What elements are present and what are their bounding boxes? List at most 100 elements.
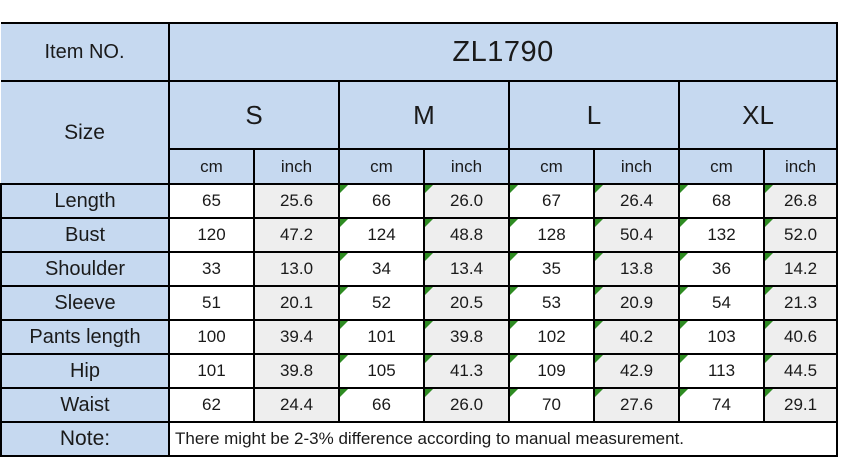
measurement-cell: 33 bbox=[168, 251, 255, 287]
size-header-xl: XL bbox=[677, 80, 839, 150]
green-corner-flag-icon bbox=[596, 390, 603, 397]
green-corner-flag-icon bbox=[766, 254, 773, 261]
green-corner-flag-icon bbox=[766, 356, 773, 363]
green-corner-flag-icon bbox=[426, 288, 433, 295]
green-corner-flag-icon bbox=[596, 288, 603, 295]
measurement-cell: 74 bbox=[678, 387, 765, 423]
size-label: Size bbox=[1, 80, 170, 185]
units-header-row: cm inch cm inch cm inch cm inch bbox=[1, 148, 839, 185]
measurement-row-label: Sleeve bbox=[0, 285, 170, 321]
measurement-cell: 20.5 bbox=[423, 285, 510, 321]
green-corner-flag-icon bbox=[426, 186, 433, 193]
green-corner-flag-icon bbox=[596, 356, 603, 363]
green-corner-flag-icon bbox=[681, 322, 688, 329]
measurement-row-label: Length bbox=[0, 183, 170, 219]
item-no-value: ZL1790 bbox=[167, 22, 839, 82]
unit-header-cm: cm bbox=[508, 148, 595, 185]
measurement-cell: 109 bbox=[508, 353, 595, 389]
green-corner-flag-icon bbox=[341, 254, 348, 261]
green-corner-flag-icon bbox=[511, 186, 518, 193]
measurement-cell: 14.2 bbox=[762, 251, 839, 287]
measurement-cell: 26.8 bbox=[762, 183, 839, 219]
unit-header-inch: inch bbox=[253, 148, 340, 185]
measurement-row: Bust 120 47.2 124 48.8 128 50.4 132 52.0 bbox=[0, 217, 839, 253]
measurement-cell: 34 bbox=[338, 251, 425, 287]
green-corner-flag-icon bbox=[681, 288, 688, 295]
measurement-cell: 54 bbox=[678, 285, 765, 321]
measurement-row: Shoulder 33 13.0 34 13.4 35 13.8 36 14.2 bbox=[0, 251, 839, 287]
measurement-cell: 26.0 bbox=[423, 387, 510, 423]
measurement-cell: 128 bbox=[508, 217, 595, 253]
measurement-cell: 50.4 bbox=[593, 217, 680, 253]
green-corner-flag-icon bbox=[681, 186, 688, 193]
green-corner-flag-icon bbox=[511, 356, 518, 363]
green-corner-flag-icon bbox=[681, 356, 688, 363]
measurement-cell: 24.4 bbox=[253, 387, 340, 423]
green-corner-flag-icon bbox=[511, 322, 518, 329]
measurement-cell: 35 bbox=[508, 251, 595, 287]
measurement-cell: 68 bbox=[678, 183, 765, 219]
green-corner-flag-icon bbox=[426, 356, 433, 363]
measurement-cell: 39.4 bbox=[253, 319, 340, 355]
green-corner-flag-icon bbox=[341, 288, 348, 295]
measurement-cell: 27.6 bbox=[593, 387, 680, 423]
measurement-cell: 66 bbox=[338, 387, 425, 423]
green-corner-flag-icon bbox=[511, 254, 518, 261]
measurement-cell: 40.2 bbox=[593, 319, 680, 355]
measurement-cell: 65 bbox=[168, 183, 255, 219]
size-header-s: S bbox=[168, 80, 340, 150]
unit-header-cm: cm bbox=[168, 148, 255, 185]
green-corner-flag-icon bbox=[766, 390, 773, 397]
measurement-cell: 44.5 bbox=[762, 353, 839, 389]
unit-header-cm: cm bbox=[678, 148, 765, 185]
measurement-cell: 13.0 bbox=[253, 251, 340, 287]
green-corner-flag-icon bbox=[681, 254, 688, 261]
measurement-cell: 20.9 bbox=[593, 285, 680, 321]
green-corner-flag-icon bbox=[596, 186, 603, 193]
unit-header-inch: inch bbox=[593, 148, 680, 185]
size-header-row: Size S M L XL bbox=[1, 80, 839, 185]
green-corner-flag-icon bbox=[596, 254, 603, 261]
green-corner-flag-icon bbox=[341, 356, 348, 363]
item-no-label: Item NO. bbox=[1, 22, 170, 82]
green-corner-flag-icon bbox=[341, 390, 348, 397]
measurement-cell: 103 bbox=[678, 319, 765, 355]
green-corner-flag-icon bbox=[511, 390, 518, 397]
measurement-cell: 26.0 bbox=[423, 183, 510, 219]
measurement-cell: 120 bbox=[168, 217, 255, 253]
measurement-cell: 13.8 bbox=[593, 251, 680, 287]
measurement-cell: 100 bbox=[168, 319, 255, 355]
note-label: Note: bbox=[0, 421, 170, 457]
green-corner-flag-icon bbox=[766, 220, 773, 227]
measurement-cell: 51 bbox=[168, 285, 255, 321]
measurement-cell: 52.0 bbox=[762, 217, 839, 253]
measurement-row-label: Shoulder bbox=[0, 251, 170, 287]
green-corner-flag-icon bbox=[766, 288, 773, 295]
green-corner-flag-icon bbox=[511, 220, 518, 227]
measurement-row: Length 65 25.6 66 26.0 67 26.4 68 26.8 bbox=[0, 183, 839, 219]
green-corner-flag-icon bbox=[426, 390, 433, 397]
measurement-cell: 26.4 bbox=[593, 183, 680, 219]
measurement-cell: 25.6 bbox=[253, 183, 340, 219]
green-corner-flag-icon bbox=[766, 322, 773, 329]
size-chart-table: Item NO. ZL1790 Size S M L XL cm inch cm in… bbox=[0, 22, 839, 457]
green-corner-flag-icon bbox=[341, 220, 348, 227]
green-corner-flag-icon bbox=[341, 322, 348, 329]
measurement-cell: 47.2 bbox=[253, 217, 340, 253]
measurement-cell: 113 bbox=[678, 353, 765, 389]
measurement-cell: 39.8 bbox=[423, 319, 510, 355]
item-no-row: Item NO. ZL1790 bbox=[1, 22, 839, 82]
size-header-m: M bbox=[338, 80, 510, 150]
measurement-cell: 41.3 bbox=[423, 353, 510, 389]
unit-header-cm: cm bbox=[338, 148, 425, 185]
green-corner-flag-icon bbox=[426, 220, 433, 227]
measurement-cell: 70 bbox=[508, 387, 595, 423]
measurement-cell: 67 bbox=[508, 183, 595, 219]
measurement-cell: 62 bbox=[168, 387, 255, 423]
green-corner-flag-icon bbox=[596, 220, 603, 227]
size-header-l: L bbox=[508, 80, 680, 150]
note-text: There might be 2-3% difference according… bbox=[167, 421, 839, 457]
measurement-cell: 39.8 bbox=[253, 353, 340, 389]
measurement-cell: 21.3 bbox=[762, 285, 839, 321]
